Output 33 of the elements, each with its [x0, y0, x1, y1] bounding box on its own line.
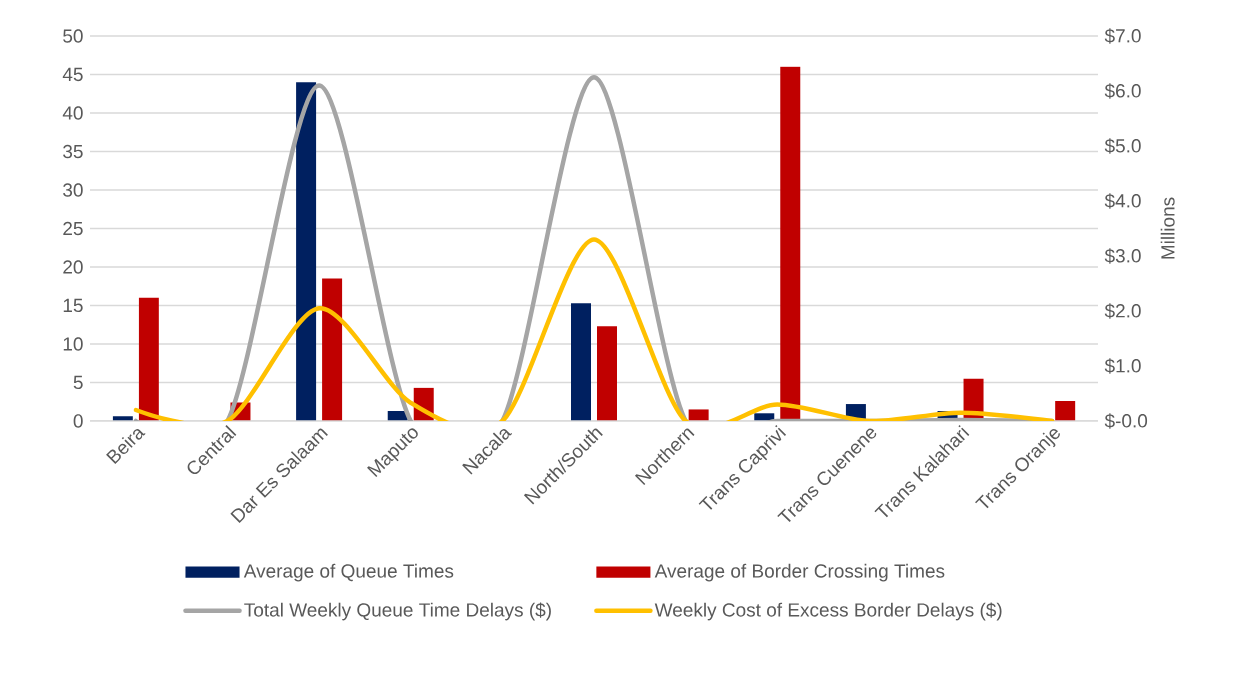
line-series	[133, 237, 1055, 421]
y2-tick-label: $4.0	[1104, 193, 1141, 209]
bar	[780, 66, 801, 421]
y-tick-label: 30	[63, 183, 83, 197]
y-tick-label: 20	[63, 260, 83, 274]
y-tick-label: 40	[62, 106, 83, 120]
legend-label: Average of Queue Times	[243, 563, 454, 582]
y-tick-label: 0	[73, 414, 83, 428]
bar	[571, 303, 591, 421]
bar	[322, 278, 343, 421]
y-tick-label: 5	[73, 375, 83, 390]
y-tick-label: 10	[63, 337, 83, 351]
y-tick-label: 15	[63, 298, 83, 313]
bar	[597, 326, 617, 421]
y2-tick-label: $2.0	[1104, 303, 1141, 319]
bar	[688, 409, 709, 421]
y2-tick-label: $3.0	[1104, 248, 1141, 264]
bar	[1055, 400, 1076, 421]
y2-tick-label: $6.0	[1104, 83, 1141, 99]
y2-tick-label: $7.0	[1104, 28, 1141, 44]
y2-tick-label: $5.0	[1104, 138, 1141, 154]
y2-tick-label: $1.0	[1104, 358, 1141, 374]
bar	[138, 297, 159, 421]
legend-label: Weekly Cost of Excess Border Delays ($)	[654, 602, 1002, 621]
y-tick-label: 25	[63, 221, 83, 236]
legend-label: Average of Border Crossing Times	[654, 563, 945, 582]
legend-label: Total Weekly Queue Time Delays ($)	[244, 602, 551, 621]
y-tick-label: 35	[63, 144, 83, 159]
y2-tick-label: $-0.0	[1104, 413, 1148, 429]
y2-axis-title: Millions	[1160, 197, 1175, 259]
y-tick-label: 45	[62, 67, 83, 82]
bar	[296, 82, 317, 421]
y-tick-label: 50	[63, 29, 83, 43]
